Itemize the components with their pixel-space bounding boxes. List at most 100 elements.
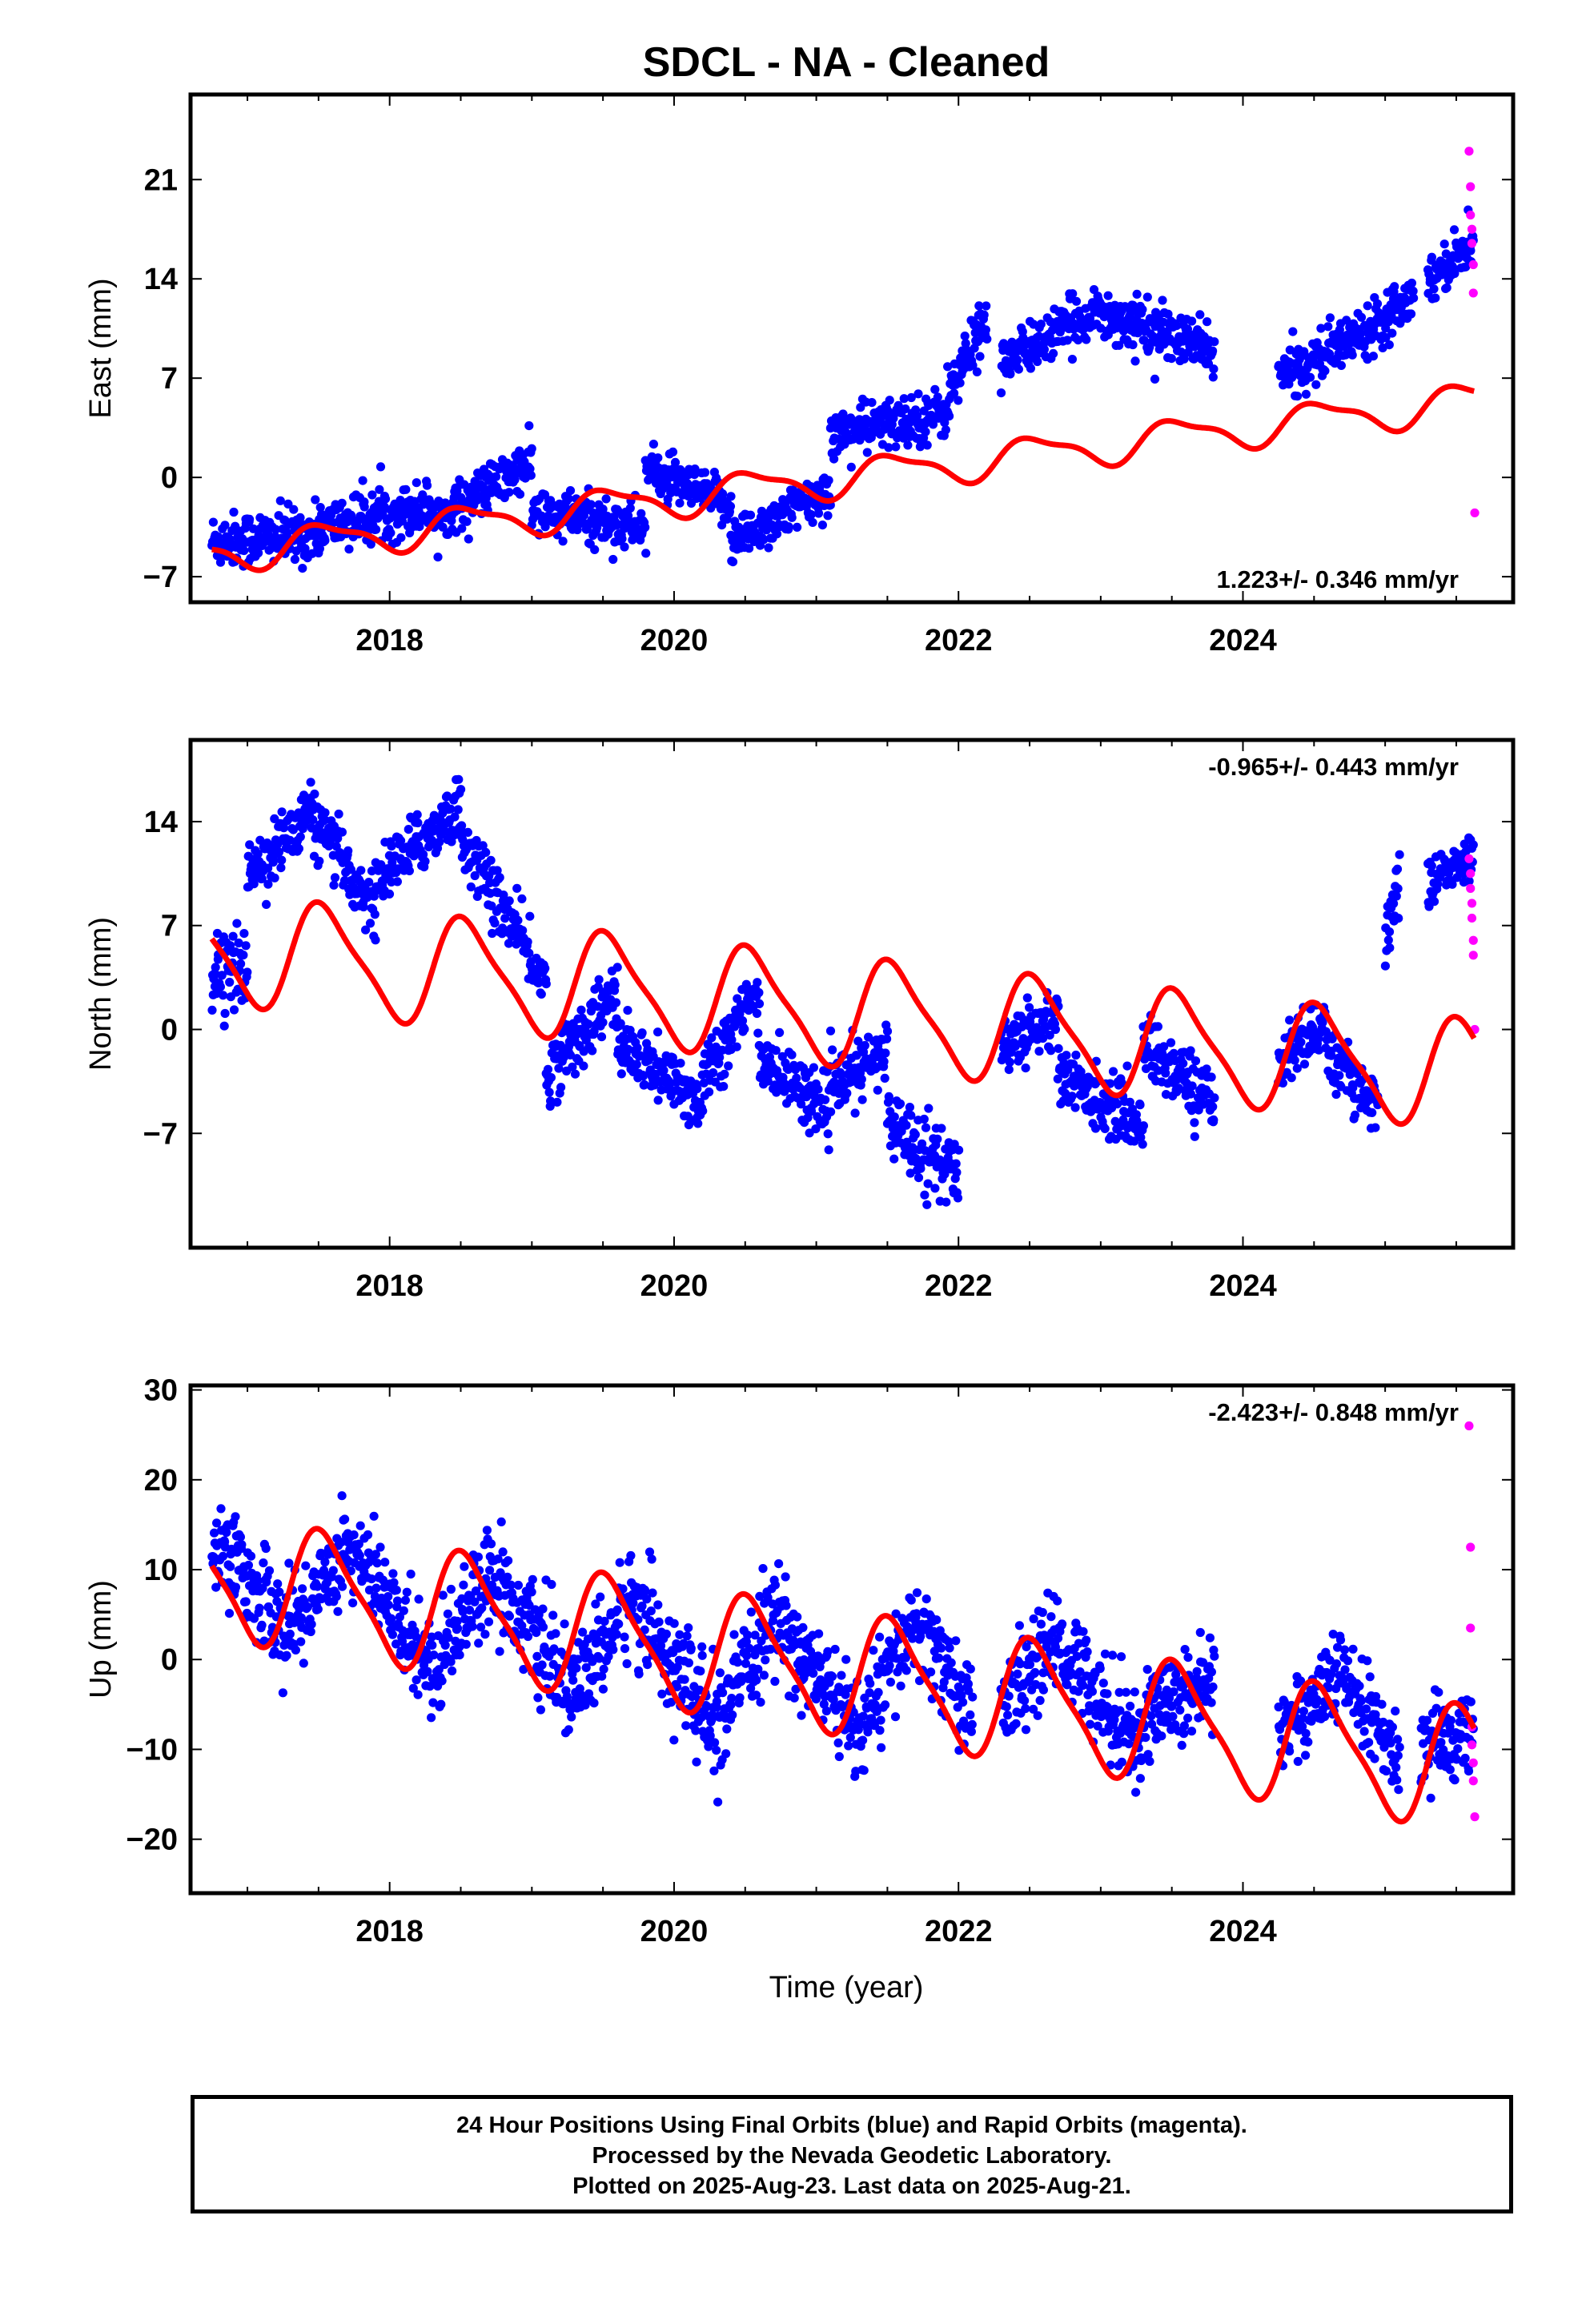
- final-orbit-point: [224, 1609, 235, 1618]
- final-orbit-point: [274, 847, 284, 857]
- final-orbit-point: [285, 1629, 295, 1639]
- final-orbit-point: [586, 1006, 596, 1016]
- final-orbit-point: [637, 1028, 647, 1038]
- final-orbit-point: [1314, 1045, 1323, 1055]
- final-orbit-point: [380, 494, 391, 504]
- final-orbit-point: [1208, 346, 1218, 356]
- final-orbit-point: [620, 542, 629, 552]
- final-orbit-point: [1464, 876, 1474, 886]
- final-orbit-point: [708, 1710, 717, 1719]
- final-orbit-point: [632, 1059, 641, 1069]
- final-orbit-point: [271, 525, 280, 534]
- final-orbit-point: [628, 1598, 638, 1608]
- final-orbit-point: [216, 1504, 226, 1514]
- final-orbit-point: [933, 392, 942, 402]
- final-orbit-point: [208, 517, 218, 527]
- final-orbit-points: [207, 1421, 1480, 1822]
- final-orbit-point: [770, 1676, 780, 1687]
- final-orbit-point: [1427, 252, 1436, 262]
- y-axis-label: North (mm): [84, 917, 118, 1071]
- rapid-orbit-point: [1467, 899, 1477, 908]
- final-orbit-point: [697, 1642, 707, 1651]
- final-orbit-point: [496, 1517, 506, 1526]
- final-orbit-point: [682, 1631, 692, 1641]
- final-orbit-point: [610, 980, 620, 990]
- final-orbit-points: [207, 774, 1480, 1209]
- final-orbit-point: [1117, 1078, 1126, 1088]
- final-orbit-point: [808, 517, 817, 528]
- final-orbit-point: [581, 1663, 591, 1672]
- final-orbit-point: [1342, 316, 1351, 325]
- final-orbit-point: [865, 1688, 874, 1698]
- final-orbit-point: [486, 855, 496, 865]
- final-orbit-point: [1076, 1067, 1086, 1076]
- final-orbit-point: [1176, 347, 1186, 357]
- final-orbit-point: [1331, 1089, 1341, 1100]
- final-orbit-point: [913, 389, 923, 399]
- final-orbit-point: [378, 1575, 387, 1585]
- final-orbit-point: [932, 1615, 942, 1625]
- final-orbit-point: [882, 1034, 892, 1043]
- final-orbit-point: [308, 815, 318, 825]
- final-orbit-point: [764, 543, 773, 553]
- final-orbit-point: [726, 492, 736, 501]
- final-orbit-point: [781, 1572, 790, 1582]
- final-orbit-point: [546, 1096, 556, 1106]
- final-orbit-point: [910, 1130, 920, 1140]
- final-orbit-point: [564, 494, 573, 504]
- final-orbit-point: [724, 1674, 733, 1683]
- final-orbit-point: [715, 1668, 725, 1678]
- final-orbit-point: [642, 1594, 652, 1604]
- final-orbit-point: [429, 1651, 439, 1660]
- final-orbit-point: [1067, 355, 1077, 364]
- final-orbit-point: [858, 1711, 868, 1721]
- final-orbit-point: [481, 847, 491, 857]
- final-orbit-point: [1203, 317, 1212, 327]
- final-orbit-point: [303, 1602, 312, 1612]
- final-orbit-point: [870, 1700, 880, 1710]
- final-orbit-point: [487, 901, 496, 911]
- final-orbit-point: [1429, 284, 1439, 294]
- final-orbit-point: [283, 499, 293, 509]
- final-orbit-point: [926, 1667, 936, 1677]
- final-orbit-point: [865, 1679, 875, 1688]
- final-orbit-point: [402, 1587, 412, 1597]
- final-orbit-point: [296, 1613, 306, 1622]
- final-orbit-point: [875, 1726, 885, 1735]
- final-orbit-point: [690, 464, 700, 474]
- final-orbit-point: [1021, 1063, 1030, 1073]
- final-orbit-point: [763, 1593, 773, 1602]
- final-orbit-point: [1021, 1703, 1030, 1714]
- final-orbit-point: [219, 1021, 229, 1031]
- final-orbit-point: [525, 911, 535, 921]
- final-orbit-point: [676, 1059, 685, 1068]
- final-orbit-point: [771, 1046, 781, 1055]
- final-orbit-point: [648, 1588, 657, 1598]
- final-orbit-point: [885, 1677, 895, 1687]
- final-orbit-point: [446, 1657, 456, 1667]
- final-orbit-point: [544, 1088, 554, 1097]
- final-orbit-point: [718, 1688, 728, 1698]
- final-orbit-point: [1002, 1702, 1011, 1711]
- final-orbit-point: [745, 510, 756, 520]
- final-orbit-point: [355, 1550, 364, 1561]
- final-orbit-point: [1036, 320, 1046, 329]
- final-orbit-point: [565, 486, 576, 496]
- final-orbit-point: [349, 1530, 359, 1540]
- final-orbit-point: [366, 539, 375, 549]
- y-tick-label: −10: [126, 1733, 178, 1767]
- final-orbit-point: [369, 891, 379, 901]
- final-orbit-point: [855, 436, 865, 445]
- final-orbit-point: [1029, 1704, 1038, 1714]
- final-orbit-point: [809, 1063, 819, 1072]
- final-orbit-point: [229, 507, 239, 517]
- final-orbit-point: [758, 1564, 768, 1574]
- final-orbit-point: [543, 1064, 553, 1074]
- final-orbit-point: [644, 1547, 655, 1557]
- final-orbit-point: [970, 344, 979, 353]
- final-orbit-point: [797, 1711, 806, 1720]
- final-orbit-point: [283, 528, 292, 537]
- y-tick-label: −7: [143, 561, 178, 594]
- final-orbit-point: [595, 1654, 604, 1663]
- final-orbit-point: [388, 1569, 398, 1578]
